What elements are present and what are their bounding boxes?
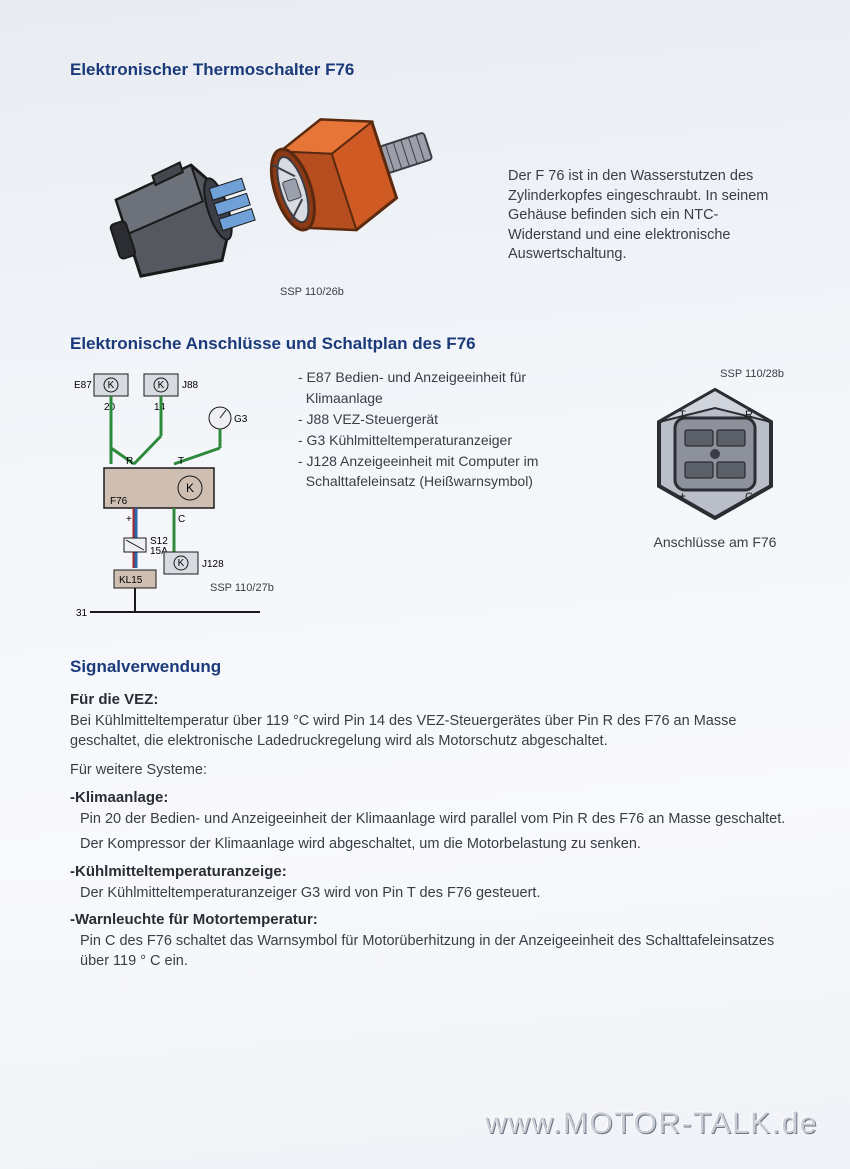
legend-item: - G3 Kühlmitteltemperaturanzeiger: [298, 431, 622, 450]
caption-sensor: SSP 110/26b: [280, 286, 344, 298]
sensor-description-wrap: Der F 76 ist in den Wasserstutzen des Zy…: [508, 127, 790, 271]
svg-text:J128: J128: [202, 559, 224, 570]
legend-item: - J128 Anzeigeeinheit mit Computer im: [298, 452, 622, 471]
watermark: www.MOTOR-TALK.de: [485, 1107, 818, 1141]
svg-text:E87: E87: [74, 380, 92, 391]
text-klima2: Der Kompressor der Klimaanlage wird abge…: [70, 835, 790, 855]
svg-text:R: R: [126, 456, 133, 467]
svg-text:R: R: [745, 409, 753, 421]
legend-block: - E87 Bedien- und Anzeigeeinheit für Kli…: [298, 368, 622, 493]
heading-anschluesse: Elektronische Anschlüsse und Schaltplan …: [70, 334, 790, 354]
legend-item: Schalttafeleinsatz (Heißwarnsymbol): [298, 472, 622, 491]
legend-item: Klimaanlage: [298, 389, 622, 408]
svg-text:T: T: [679, 409, 686, 421]
sub-warn: -Warnleuchte für Motortemperatur:: [70, 911, 790, 928]
svg-text:C: C: [178, 514, 185, 525]
sub-klima: -Klimaanlage:: [70, 789, 790, 806]
svg-text:K: K: [108, 380, 115, 391]
text-warn: Pin C des F76 schaltet das Warnsymbol fü…: [70, 932, 790, 971]
legend-list: - E87 Bedien- und Anzeigeeinheit für Kli…: [298, 368, 622, 491]
legend-item: - J88 VEZ-Steuergerät: [298, 410, 622, 429]
legend-item: - E87 Bedien- und Anzeigeeinheit für: [298, 368, 622, 387]
schematic: K E87 K J88 G3 20 14: [70, 368, 280, 633]
svg-text:K: K: [178, 558, 185, 569]
heading-thermoschalter: Elektronischer Thermoschalter F76: [70, 60, 790, 80]
sub-kuel: -Kühlmitteltemperaturanzeige:: [70, 863, 790, 880]
svg-text:C: C: [745, 491, 753, 503]
section-anschluesse: Elektronische Anschlüsse und Schaltplan …: [70, 334, 790, 633]
heading-signalverwendung: Signalverwendung: [70, 657, 790, 677]
svg-text:G3: G3: [234, 414, 248, 425]
svg-text:K: K: [158, 380, 165, 391]
svg-text:K: K: [186, 481, 194, 495]
svg-text:J88: J88: [182, 380, 199, 391]
connector-face-block: SSP 110/28b T R + C Anschlüsse: [640, 368, 790, 558]
sub-more: Für weitere Systeme:: [70, 761, 790, 781]
text-klima1: Pin 20 der Bedien- und Anzeigeeinheit de…: [70, 810, 790, 830]
text-vez: Bei Kühlmitteltemperatur über 119 °C wir…: [70, 712, 790, 751]
svg-text:+: +: [679, 489, 686, 503]
svg-text:T: T: [178, 456, 184, 467]
sub-vez: Für die VEZ:: [70, 691, 790, 708]
caption-connector-top: SSP 110/28b: [640, 368, 790, 380]
section-thermoschalter: Elektronischer Thermoschalter F76: [70, 60, 790, 304]
svg-text:KL15: KL15: [119, 575, 143, 586]
sensor-description: Der F 76 ist in den Wasserstutzen des Zy…: [508, 167, 790, 265]
sensor-illustration: SSP 110/26b: [70, 94, 490, 304]
section-signalverwendung: Signalverwendung Für die VEZ: Bei Kühlmi…: [70, 657, 790, 972]
text-kuel: Der Kühlmitteltemperaturanzeiger G3 wird…: [70, 884, 790, 904]
svg-text:+: +: [126, 514, 132, 525]
svg-text:F76: F76: [110, 496, 128, 507]
caption-schematic: SSP 110/27b: [210, 582, 274, 594]
svg-text:31: 31: [76, 608, 88, 619]
caption-connector: Anschlüsse am F76: [640, 533, 790, 552]
